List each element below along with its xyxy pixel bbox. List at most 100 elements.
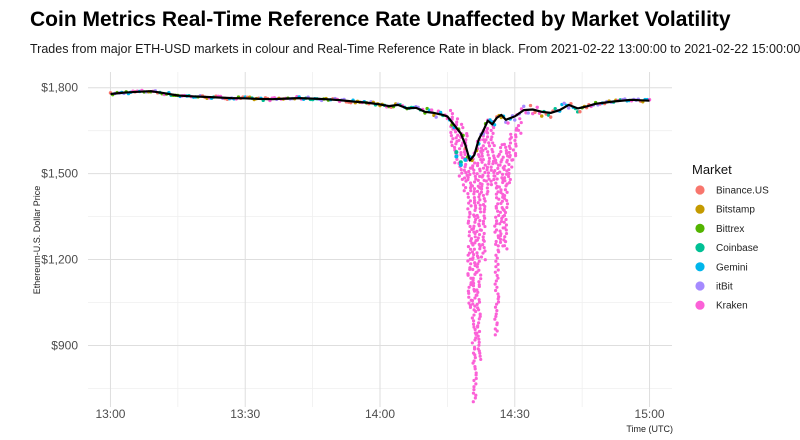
kraken-trade-point — [476, 347, 480, 351]
kraken-trade-point — [466, 207, 470, 211]
kraken-trade-point — [478, 354, 482, 358]
kraken-trade-point — [510, 165, 514, 169]
kraken-trade-point — [496, 276, 500, 280]
trade-point — [553, 106, 557, 111]
kraken-trade-point — [485, 165, 490, 169]
kraken-trade-point — [475, 293, 479, 297]
kraken-trade-point — [505, 158, 509, 162]
trade-point — [513, 118, 517, 122]
kraken-trade-point — [477, 268, 481, 272]
kraken-trade-point — [503, 176, 507, 180]
x-axis-ticks: 13:00 13:30 14:00 14:30 15:00 — [95, 407, 664, 421]
kraken-trade-point — [496, 166, 500, 170]
kraken-trade-point — [454, 136, 458, 140]
kraken-trade-point — [494, 239, 498, 244]
kraken-trade-point — [460, 171, 464, 175]
trade-point — [578, 110, 582, 114]
kraken-trade-point — [497, 185, 501, 189]
kraken-trade-point — [493, 317, 497, 321]
kraken-trade-point — [449, 130, 453, 135]
kraken-trade-point — [471, 164, 475, 168]
kraken-trade-point — [498, 237, 503, 241]
kraken-trade-point — [475, 172, 479, 176]
kraken-trade-point — [509, 132, 513, 136]
kraken-trade-point — [481, 238, 486, 242]
kraken-trade-point — [473, 208, 477, 212]
kraken-trade-point — [474, 217, 478, 222]
y-axis-ticks: $1,800 $1,500 $1,200 $900 — [41, 81, 78, 353]
trade-point — [528, 103, 533, 108]
legend-label: Kraken — [716, 301, 748, 312]
kraken-trade-point — [487, 159, 491, 164]
kraken-trade-point — [468, 172, 472, 177]
kraken-trade-point — [482, 214, 486, 218]
kraken-trade-point — [478, 312, 482, 316]
kraken-trade-point — [472, 230, 476, 234]
kraken-trade-point — [472, 325, 476, 329]
kraken-trade-point — [494, 259, 498, 263]
kraken-trade-point — [472, 190, 476, 194]
kraken-trade-point — [513, 138, 517, 143]
kraken-trade-point — [502, 167, 506, 171]
kraken-trade-point — [467, 234, 471, 238]
kraken-trade-point — [472, 388, 476, 392]
kraken-trade-point — [485, 168, 489, 172]
kraken-trade-point — [501, 155, 505, 159]
kraken-trade-point — [461, 126, 465, 130]
kraken-trade-point — [472, 180, 477, 184]
kraken-trade-point — [475, 265, 479, 269]
kraken-trade-point — [479, 273, 483, 277]
kraken-trade-point — [507, 162, 511, 167]
kraken-trade-point — [500, 176, 504, 180]
kraken-trade-point — [471, 351, 476, 355]
kraken-trade-point — [489, 128, 493, 133]
kraken-trade-point — [498, 163, 502, 167]
kraken-trade-point — [504, 151, 509, 155]
kraken-trade-point — [478, 247, 482, 251]
kraken-trade-point — [472, 313, 476, 317]
x-tick-label: 13:30 — [230, 407, 260, 421]
kraken-trade-point — [500, 172, 505, 176]
kraken-trade-point — [472, 253, 476, 257]
kraken-trade-point — [502, 208, 506, 212]
kraken-trade-point — [473, 161, 477, 165]
kraken-trade-point — [494, 204, 498, 209]
kraken-trade-point — [467, 201, 471, 205]
trade-point — [522, 104, 526, 109]
kraken-trade-point — [489, 137, 493, 142]
kraken-trade-point — [476, 236, 480, 240]
kraken-trade-point — [474, 371, 478, 375]
trade-point — [540, 114, 544, 118]
kraken-trade-point — [508, 177, 512, 182]
kraken-trade-point — [505, 205, 509, 210]
legend-label: Gemini — [716, 262, 748, 273]
kraken-trade-point — [475, 254, 480, 258]
kraken-trade-point — [483, 258, 487, 262]
kraken-trade-point — [503, 235, 507, 239]
kraken-trade-point — [461, 183, 466, 187]
kraken-trade-point — [471, 276, 475, 280]
kraken-trade-point — [471, 400, 475, 404]
kraken-trade-point — [455, 157, 459, 162]
kraken-trade-point — [474, 376, 478, 381]
kraken-trade-point — [477, 329, 482, 334]
kraken-trade-point — [505, 190, 509, 194]
kraken-trade-point — [487, 141, 491, 145]
kraken-trade-point — [472, 345, 477, 349]
legend-swatch — [695, 243, 705, 253]
kraken-trade-point — [479, 255, 484, 259]
kraken-trade-point — [502, 238, 506, 242]
kraken-trade-point — [476, 201, 480, 205]
kraken-trade-point — [469, 237, 474, 241]
kraken-trade-point — [505, 202, 510, 206]
kraken-trade-point — [498, 170, 502, 174]
kraken-trade-point — [470, 341, 474, 345]
kraken-trade-point — [482, 197, 486, 201]
kraken-trade-point — [477, 343, 481, 347]
kraken-trade-point — [476, 152, 481, 157]
kraken-trade-point — [468, 247, 473, 251]
kraken-trade-point — [501, 180, 505, 185]
kraken-trade-point — [466, 192, 470, 196]
kraken-trade-point — [498, 229, 502, 233]
kraken-trade-point — [455, 120, 459, 124]
